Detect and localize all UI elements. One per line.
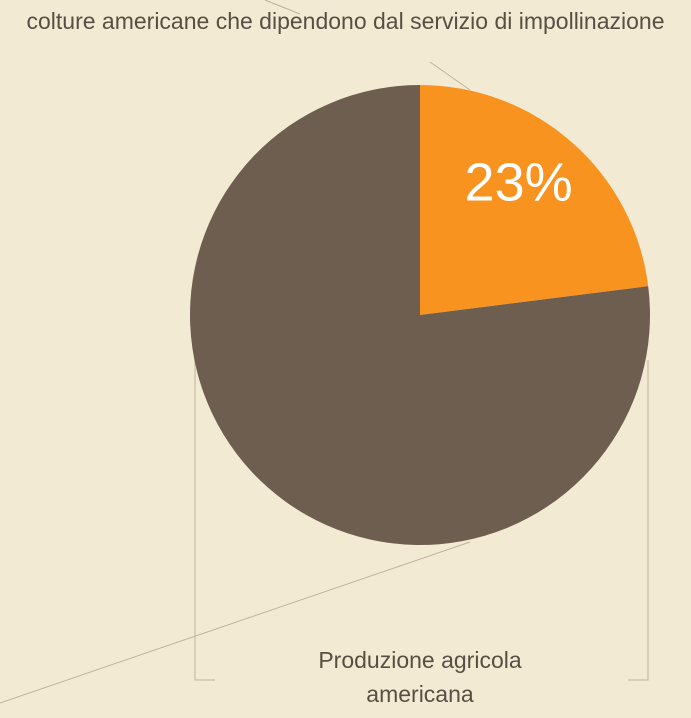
pie: 23% (189, 85, 651, 545)
total-label: Produzione agricola americana (318, 647, 522, 707)
bracket (194, 360, 215, 681)
leader-line (0, 541, 471, 704)
pie-slice (420, 85, 649, 315)
leader-line (429, 61, 471, 91)
slice-label: colture americane che dipendono dal serv… (26, 8, 665, 34)
pie-slice (189, 85, 651, 545)
bracket (628, 360, 649, 681)
value-label: 23% (465, 152, 573, 212)
leader-lines (0, 0, 649, 704)
leader-line (264, 0, 301, 15)
